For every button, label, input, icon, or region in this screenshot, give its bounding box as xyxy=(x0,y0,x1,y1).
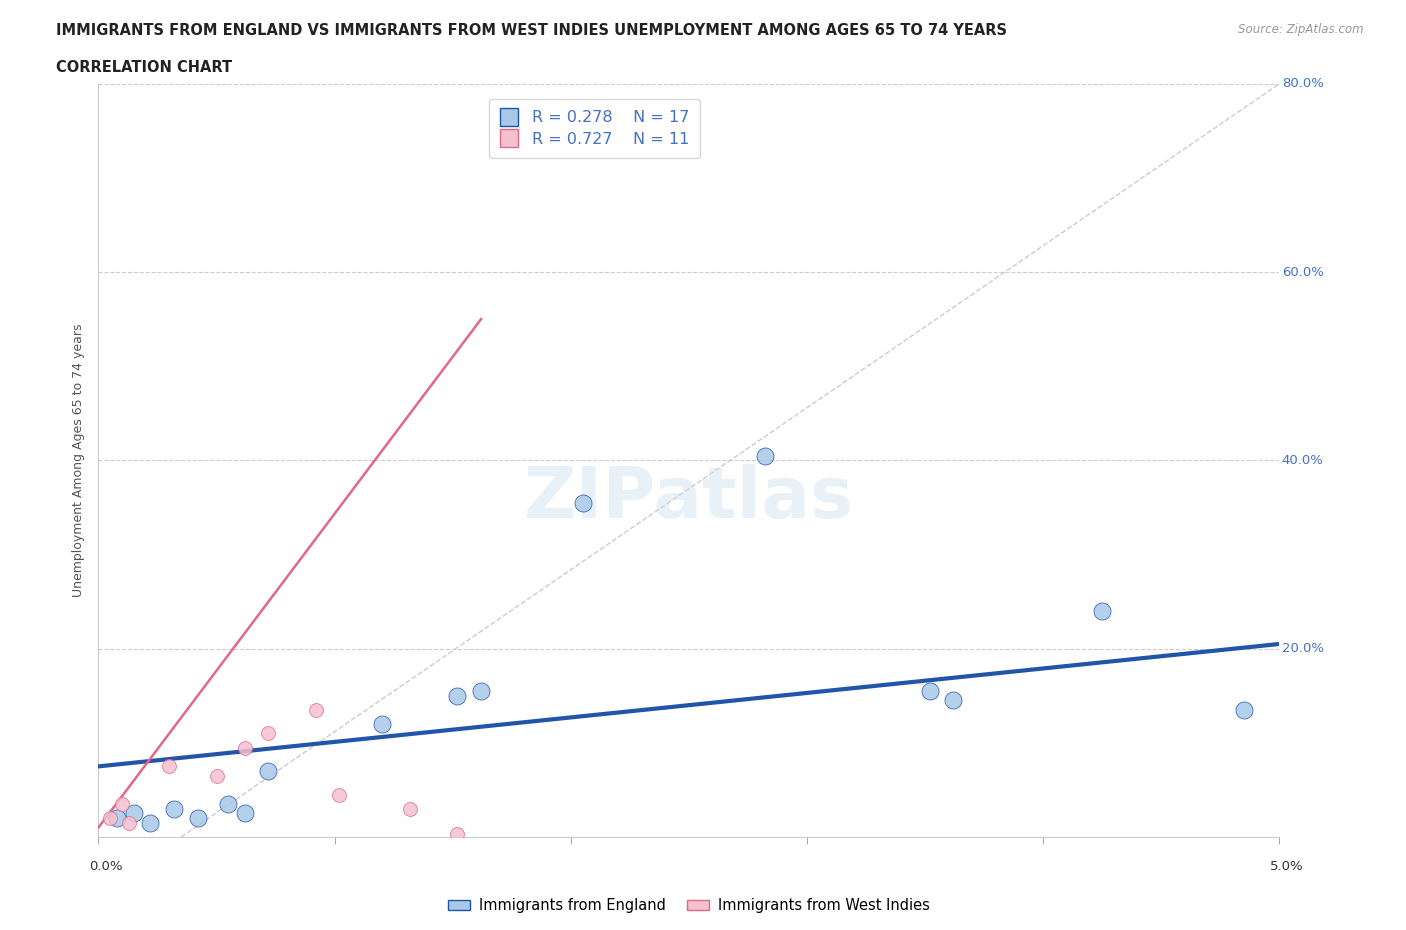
Point xyxy=(139,816,162,830)
Text: 40.0%: 40.0% xyxy=(1282,454,1323,467)
Text: Source: ZipAtlas.com: Source: ZipAtlas.com xyxy=(1239,23,1364,36)
Point xyxy=(328,787,350,802)
Text: IMMIGRANTS FROM ENGLAND VS IMMIGRANTS FROM WEST INDIES UNEMPLOYMENT AMONG AGES 6: IMMIGRANTS FROM ENGLAND VS IMMIGRANTS FR… xyxy=(56,23,1007,38)
Point xyxy=(205,768,228,783)
Point xyxy=(257,726,280,741)
Point xyxy=(371,716,394,731)
Point xyxy=(122,806,145,821)
Point xyxy=(1233,702,1256,717)
Point xyxy=(163,802,186,817)
Point xyxy=(257,764,280,778)
Point xyxy=(1091,604,1114,618)
Text: ZIPatlas: ZIPatlas xyxy=(524,463,853,533)
Text: 0.0%: 0.0% xyxy=(89,860,122,873)
Point xyxy=(399,802,422,817)
Point xyxy=(157,759,180,774)
Point xyxy=(754,448,776,463)
Text: 60.0%: 60.0% xyxy=(1282,266,1323,278)
Point xyxy=(98,811,121,826)
Point xyxy=(217,797,239,812)
Point xyxy=(111,797,134,812)
Point xyxy=(918,684,941,698)
Point xyxy=(233,806,256,821)
Point xyxy=(105,811,128,826)
Point xyxy=(470,684,492,698)
Point xyxy=(942,693,965,708)
Point xyxy=(446,827,468,842)
Text: 80.0%: 80.0% xyxy=(1282,77,1323,90)
Point xyxy=(571,496,593,511)
Y-axis label: Unemployment Among Ages 65 to 74 years: Unemployment Among Ages 65 to 74 years xyxy=(72,324,86,597)
Text: 5.0%: 5.0% xyxy=(1270,860,1303,873)
Point xyxy=(233,740,256,755)
Point xyxy=(118,816,141,830)
Point xyxy=(305,702,328,717)
Point xyxy=(187,811,209,826)
Legend: Immigrants from England, Immigrants from West Indies: Immigrants from England, Immigrants from… xyxy=(441,893,936,919)
Text: 20.0%: 20.0% xyxy=(1282,643,1324,655)
Text: CORRELATION CHART: CORRELATION CHART xyxy=(56,60,232,75)
Point xyxy=(446,688,468,703)
Legend: R = 0.278    N = 17, R = 0.727    N = 11: R = 0.278 N = 17, R = 0.727 N = 11 xyxy=(489,100,700,158)
